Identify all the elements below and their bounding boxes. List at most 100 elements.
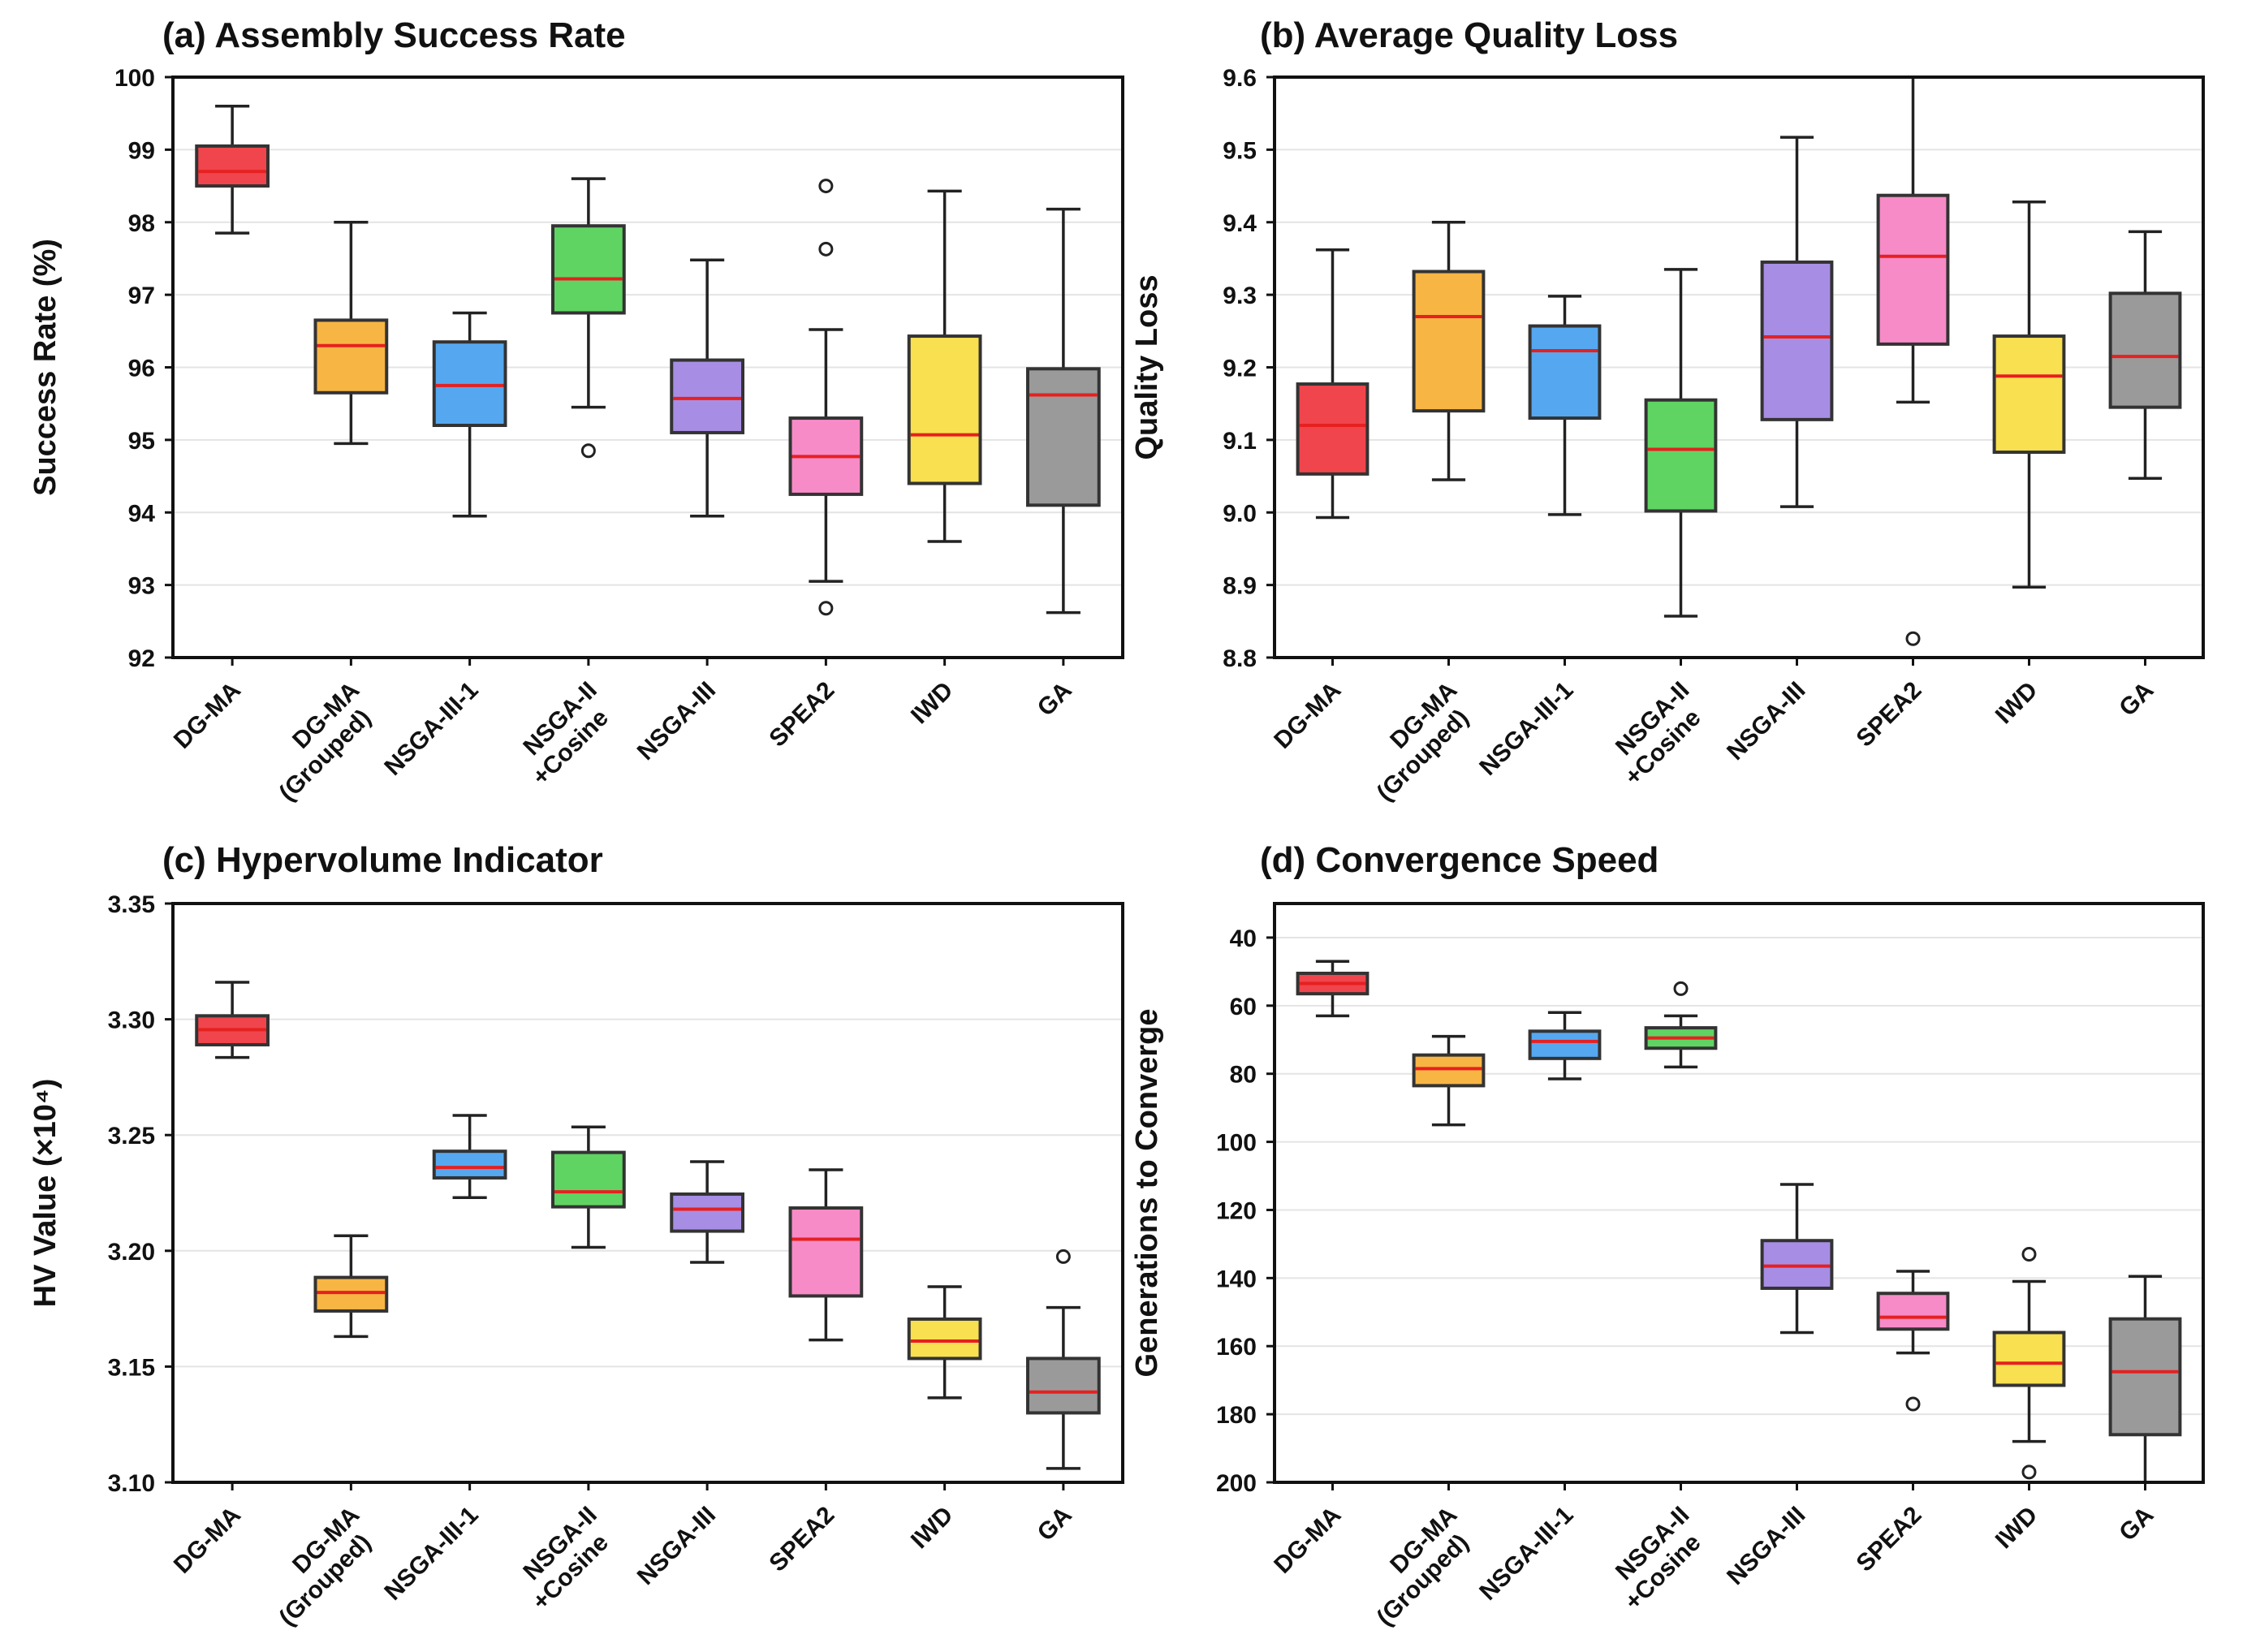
y-tick-label: 9.6 <box>1223 65 1257 92</box>
x-tick-label: NSGA-III-1 <box>1474 677 1578 781</box>
box-3 <box>1528 1011 1602 1080</box>
box-2 <box>313 221 389 446</box>
y-tick-label: 99 <box>128 137 155 164</box>
box-1 <box>1296 248 1370 520</box>
x-tick-label: DG-MA(Grouped) <box>255 1502 385 1632</box>
x-tick-label: IWD <box>906 677 959 730</box>
box-1 <box>1296 960 1370 1018</box>
box-7 <box>907 1285 982 1400</box>
y-tick-label: 200 <box>1216 1470 1257 1497</box>
x-tick-label-line: NSGA-III-1 <box>1474 1502 1578 1606</box>
outlier-point <box>580 443 596 459</box>
box-body <box>1296 382 1370 476</box>
box-body <box>2108 291 2182 409</box>
outlier-point <box>1905 631 1921 646</box>
y-tick-label: 40 <box>1230 925 1257 952</box>
chart-title: (b) Average Quality Loss <box>1260 15 1678 55</box>
box-5 <box>1760 1183 1834 1335</box>
box-body <box>2108 1317 2182 1437</box>
y-tick-label: 3.15 <box>108 1354 155 1381</box>
box-body <box>551 224 626 315</box>
y-tick-label: 3.25 <box>108 1123 155 1149</box>
x-tick-label-line: SPEA2 <box>1852 677 1927 753</box>
chart-title: (d) Convergence Speed <box>1260 840 1659 880</box>
x-tick-label-line: SPEA2 <box>764 677 839 753</box>
y-tick-label: 9.0 <box>1223 500 1257 527</box>
box-8 <box>1026 1249 1101 1470</box>
x-tick-label: SPEA2 <box>1852 677 1927 753</box>
box-body <box>1026 367 1101 507</box>
outlier-point <box>818 601 834 616</box>
x-tick-label-line: SPEA2 <box>764 1502 839 1577</box>
y-tick-label: 120 <box>1216 1197 1257 1224</box>
outlier-point <box>1905 1396 1921 1412</box>
plot-frame <box>1273 902 2205 1484</box>
box-body <box>1876 193 1950 346</box>
x-tick-label-line: GA <box>1033 1502 1077 1546</box>
x-tick-label: GA <box>1033 1502 1077 1546</box>
plot-frame <box>171 75 1124 659</box>
y-tick-label: 8.8 <box>1223 645 1257 672</box>
x-tick-label: DG-MA(Grouped) <box>255 677 385 807</box>
y-tick-label: 93 <box>128 573 155 600</box>
box-3 <box>432 311 507 518</box>
x-tick-label-line: NSGA-III <box>632 677 721 766</box>
y-tick-label: 95 <box>128 428 155 455</box>
x-tick-label: DG-MA(Grouped) <box>1352 677 1482 807</box>
x-tick-label: DG-MA(Grouped) <box>1352 1502 1482 1632</box>
x-tick-label: SPEA2 <box>764 1502 839 1577</box>
box-8 <box>2108 230 2182 480</box>
x-tick-label: SPEA2 <box>1852 1502 1927 1577</box>
x-tick-label-line: GA <box>2114 1502 2159 1546</box>
x-tick-label-line: NSGA-III <box>1722 677 1810 766</box>
panel-a: (a) Assembly Success Rate 92 93 94 95 96 97 98 9… <box>28 15 1124 807</box>
x-tick-label: DG-MA <box>1269 677 1346 754</box>
y-tick-label: 100 <box>114 65 155 92</box>
box-4 <box>1644 268 1718 618</box>
x-tick-label: NSGA-III <box>632 677 721 766</box>
x-tick-label: DG-MA <box>1269 1502 1346 1579</box>
y-tick-label: 8.9 <box>1223 573 1257 600</box>
box-2 <box>1412 1034 1486 1127</box>
box-body <box>1412 270 1486 413</box>
outlier-point <box>1055 1249 1071 1264</box>
outlier-point <box>2021 1464 2037 1480</box>
x-tick-label-line: NSGA-III <box>632 1502 721 1590</box>
x-tick-label-line: DG-MA <box>1269 677 1346 754</box>
box-6 <box>788 179 864 616</box>
x-tick-label: GA <box>2114 1502 2159 1546</box>
y-tick-label: 98 <box>128 210 155 237</box>
x-tick-label: NSGA-III <box>632 1502 721 1590</box>
box-body <box>907 1317 982 1361</box>
box-body <box>1412 1053 1486 1088</box>
x-tick-label: IWD <box>1991 677 2043 730</box>
box-body <box>432 340 507 427</box>
x-tick-label: DG-MA <box>169 677 246 754</box>
x-tick-label: NSGA-III-1 <box>1474 1502 1578 1606</box>
box-7 <box>907 189 982 543</box>
y-tick-label: 100 <box>1216 1130 1257 1157</box>
y-tick-label: 140 <box>1216 1266 1257 1292</box>
x-tick-label: NSGA-II+Cosine <box>507 1502 621 1615</box>
box-3 <box>432 1114 507 1199</box>
x-tick-label-line: DG-MA <box>169 677 246 754</box>
y-tick-label: 3.35 <box>108 891 155 918</box>
box-body <box>1876 1292 1950 1331</box>
x-tick-label-line: NSGA-III-1 <box>1474 677 1578 781</box>
box-5 <box>670 1160 744 1264</box>
x-tick-label: NSGA-III <box>1722 1502 1810 1590</box>
y-tick-label: 92 <box>128 645 155 672</box>
outlier-point <box>1673 981 1689 996</box>
box-body <box>1528 324 1602 421</box>
x-tick-label: NSGA-III <box>1722 677 1810 766</box>
outlier-point <box>818 179 834 194</box>
x-tick-label-line: NSGA-III-1 <box>379 677 483 781</box>
x-tick-label: NSGA-III-1 <box>379 1502 483 1606</box>
box-body <box>1760 1239 1834 1290</box>
x-tick-label-line: DG-MA <box>1269 1502 1346 1579</box>
x-tick-label-line: IWD <box>1991 1502 2043 1555</box>
y-tick-label: 9.5 <box>1223 137 1257 164</box>
box-7 <box>1992 200 2066 589</box>
y-tick-label: 180 <box>1216 1402 1257 1429</box>
box-2 <box>313 1234 389 1339</box>
